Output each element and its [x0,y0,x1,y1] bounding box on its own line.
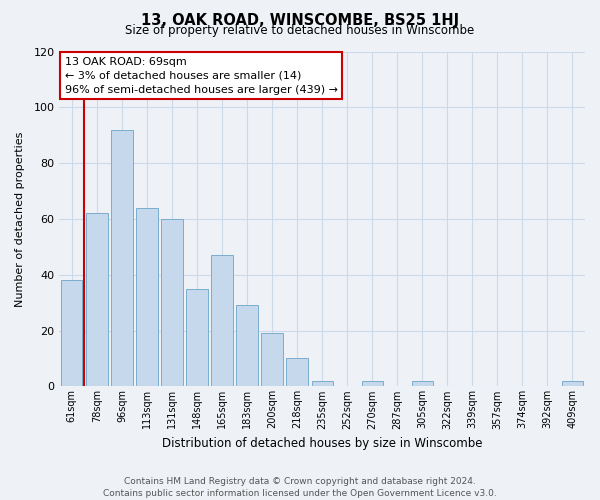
Bar [286,358,308,386]
Text: Size of property relative to detached houses in Winscombe: Size of property relative to detached ho… [125,24,475,37]
Bar [86,214,107,386]
Text: 13, OAK ROAD, WINSCOMBE, BS25 1HJ: 13, OAK ROAD, WINSCOMBE, BS25 1HJ [141,12,459,28]
Bar [562,381,583,386]
Bar [111,130,133,386]
Bar [187,288,208,386]
X-axis label: Distribution of detached houses by size in Winscombe: Distribution of detached houses by size … [162,437,482,450]
Y-axis label: Number of detached properties: Number of detached properties [15,132,25,306]
Bar [136,208,158,386]
Bar [412,381,433,386]
Bar [262,334,283,386]
Bar [161,219,182,386]
Bar [61,280,82,386]
Text: 13 OAK ROAD: 69sqm
← 3% of detached houses are smaller (14)
96% of semi-detached: 13 OAK ROAD: 69sqm ← 3% of detached hous… [65,56,338,94]
Bar [236,306,258,386]
Bar [311,381,333,386]
Text: Contains HM Land Registry data © Crown copyright and database right 2024.
Contai: Contains HM Land Registry data © Crown c… [103,476,497,498]
Bar [211,255,233,386]
Bar [362,381,383,386]
